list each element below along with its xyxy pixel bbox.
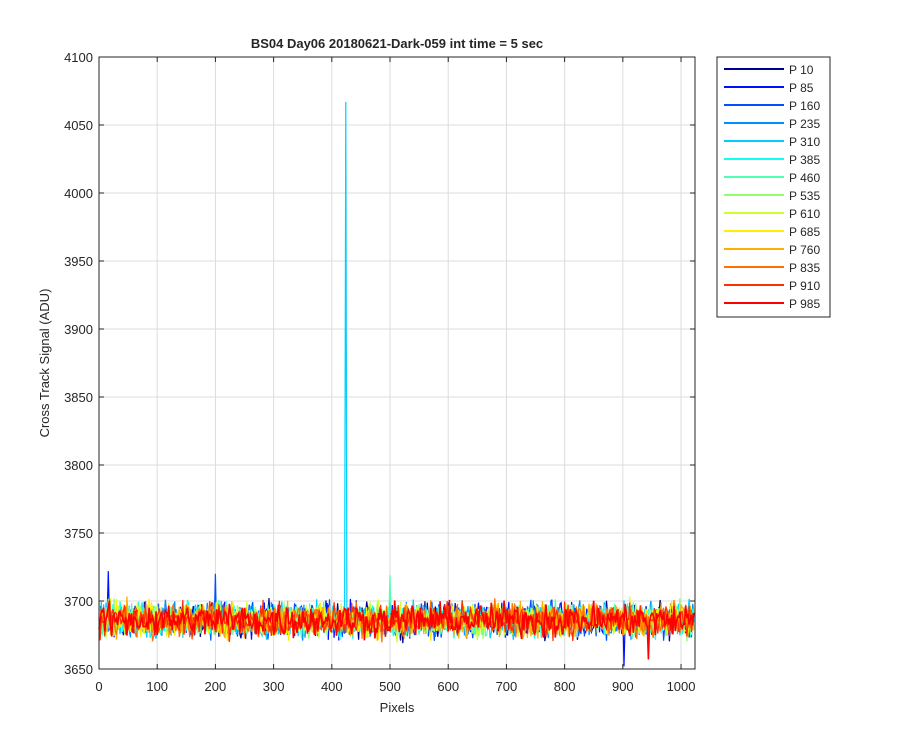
- legend-label: P 685: [789, 225, 820, 239]
- y-tick-label: 4100: [64, 50, 93, 65]
- legend-label: P 535: [789, 189, 820, 203]
- x-tick-label: 800: [554, 679, 576, 694]
- legend-label: P 385: [789, 153, 820, 167]
- x-tick-label: 500: [379, 679, 401, 694]
- legend-label: P 160: [789, 99, 820, 113]
- legend-label: P 610: [789, 207, 820, 221]
- legend-label: P 910: [789, 279, 820, 293]
- y-tick-label: 4050: [64, 118, 93, 133]
- legend-label: P 835: [789, 261, 820, 275]
- legend-label: P 460: [789, 171, 820, 185]
- legend-label: P 760: [789, 243, 820, 257]
- chart-title: BS04 Day06 20180621-Dark-059 int time = …: [251, 36, 543, 51]
- y-tick-label: 3700: [64, 594, 93, 609]
- y-tick-label: 3850: [64, 390, 93, 405]
- legend-label: P 10: [789, 63, 814, 77]
- plot-frame: [98, 56, 696, 670]
- y-tick-label: 4000: [64, 186, 93, 201]
- y-tick-label: 3800: [64, 458, 93, 473]
- x-tick-label: 700: [496, 679, 518, 694]
- series-line-p985: [98, 599, 695, 660]
- y-tick-label: 3950: [64, 254, 93, 269]
- y-tick-label: 3900: [64, 322, 93, 337]
- x-tick-label: 400: [321, 679, 343, 694]
- plot-area: [99, 57, 695, 669]
- legend-label: P 985: [789, 297, 820, 311]
- x-tick-label: 600: [437, 679, 459, 694]
- x-axis-label: Pixels: [380, 700, 415, 715]
- legend-label: P 310: [789, 135, 820, 149]
- x-tick-label: 300: [263, 679, 285, 694]
- y-axis-label: Cross Track Signal (ADU): [37, 289, 52, 438]
- x-tick-label: 100: [146, 679, 168, 694]
- legend-label: P 235: [789, 117, 820, 131]
- x-tick-label: 0: [95, 679, 102, 694]
- y-tick-label: 3750: [64, 526, 93, 541]
- y-tick-label: 3650: [64, 662, 93, 677]
- series-lines: [98, 101, 695, 667]
- legend-box: [716, 56, 831, 318]
- axis-ticks: 0 100 200 300 400 500 600 700 800 900 1000 3650 3700…: [64, 50, 695, 694]
- x-tick-label: 200: [205, 679, 227, 694]
- x-tick-label: 1000: [667, 679, 696, 694]
- x-tick-label: 900: [612, 679, 634, 694]
- legend-label: P 85: [789, 81, 814, 95]
- legend: P 10 P 85 P 160 P 235 P 310 P 385 P 460 P 535 P …: [716, 56, 831, 318]
